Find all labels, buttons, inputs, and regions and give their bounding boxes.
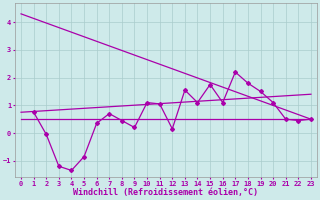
X-axis label: Windchill (Refroidissement éolien,°C): Windchill (Refroidissement éolien,°C) [74,188,259,197]
